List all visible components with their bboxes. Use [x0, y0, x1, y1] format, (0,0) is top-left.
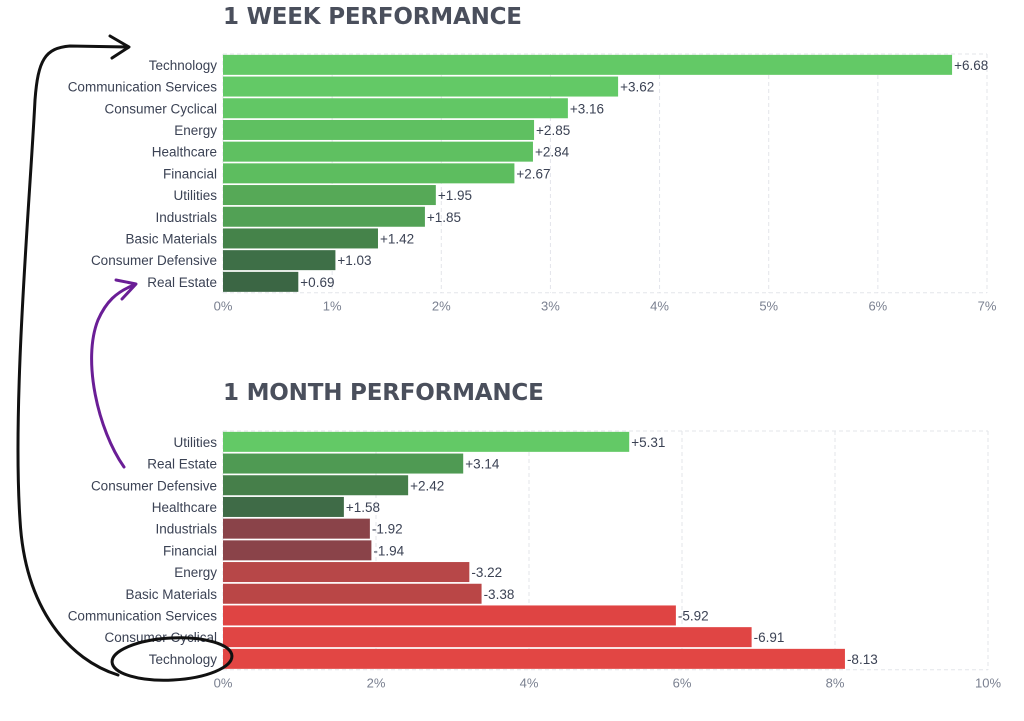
bar: [223, 54, 953, 75]
bar: [223, 475, 409, 496]
value-label: +1.85: [427, 210, 461, 225]
category-label: Technology: [149, 58, 218, 73]
category-label: Energy: [174, 123, 217, 138]
bar: [223, 648, 845, 669]
value-label: -1.94: [373, 543, 404, 558]
category-label: Consumer Defensive: [91, 478, 217, 493]
bar: [223, 119, 535, 140]
bar: [223, 250, 336, 271]
category-label: Financial: [163, 166, 217, 181]
bar: [223, 141, 533, 162]
value-label: +5.31: [631, 435, 665, 450]
chart-title-week: 1 WEEK PERFORMANCE: [223, 4, 522, 30]
category-label: Consumer Cyclical: [104, 101, 217, 116]
x-tick-label: 6%: [673, 676, 692, 691]
bar: [223, 271, 299, 292]
x-tick-label: 5%: [759, 299, 778, 314]
value-label: +1.42: [380, 231, 414, 246]
value-label: +3.16: [570, 101, 604, 116]
category-label: Industrials: [155, 210, 217, 225]
bar: [223, 627, 752, 648]
category-label: Utilities: [173, 188, 217, 203]
bar: [223, 496, 344, 517]
value-label: +2.42: [410, 478, 444, 493]
category-label: Basic Materials: [125, 587, 217, 602]
bar: [223, 163, 515, 184]
category-label: Consumer Cyclical: [104, 630, 217, 645]
bar: [223, 431, 630, 452]
bar: [223, 228, 378, 249]
bar: [223, 98, 568, 119]
value-label: -5.92: [678, 608, 709, 623]
value-label: +3.62: [620, 80, 654, 95]
bar: [223, 583, 482, 604]
bar: [223, 453, 464, 474]
bar: [223, 185, 436, 206]
x-tick-label: 7%: [978, 299, 997, 314]
category-label: Financial: [163, 543, 217, 558]
category-label: Healthcare: [152, 500, 217, 515]
value-label: +2.67: [516, 166, 550, 181]
category-label: Real Estate: [147, 275, 217, 290]
category-label: Utilities: [173, 435, 217, 450]
x-tick-label: 0%: [214, 676, 233, 691]
x-tick-label: 4%: [650, 299, 669, 314]
x-tick-label: 8%: [826, 676, 845, 691]
category-label: Communication Services: [68, 608, 218, 623]
value-label: +2.84: [535, 145, 570, 160]
x-tick-label: 4%: [520, 676, 539, 691]
x-tick-label: 6%: [868, 299, 887, 314]
value-label: +3.14: [465, 457, 500, 472]
bar: [223, 540, 372, 561]
chart-title-month: 1 MONTH PERFORMANCE: [223, 380, 544, 406]
x-tick-label: 2%: [367, 676, 386, 691]
value-label: -6.91: [754, 630, 785, 645]
category-label: Basic Materials: [125, 231, 217, 246]
category-label: Real Estate: [147, 457, 217, 472]
category-label: Technology: [149, 652, 218, 667]
value-label: +1.95: [438, 188, 472, 203]
value-label: -3.38: [484, 587, 515, 602]
value-label: -8.13: [847, 652, 878, 667]
value-label: +6.68: [954, 58, 988, 73]
x-tick-label: 3%: [541, 299, 560, 314]
value-label: -3.22: [471, 565, 502, 580]
bar: [223, 605, 676, 626]
category-label: Healthcare: [152, 145, 217, 160]
category-label: Industrials: [155, 522, 217, 537]
bar: [223, 518, 370, 539]
value-label: -1.92: [372, 522, 403, 537]
bar: [223, 206, 425, 227]
bar: [223, 562, 470, 583]
x-tick-label: 1%: [323, 299, 342, 314]
x-tick-label: 0%: [214, 299, 233, 314]
bar: [223, 76, 619, 97]
value-label: +2.85: [536, 123, 570, 138]
value-label: +1.58: [346, 500, 380, 515]
value-label: +0.69: [300, 275, 334, 290]
x-tick-label: 10%: [975, 676, 1001, 691]
week-performance-chart: 0% 1% 2% 3% 4% 5% 6% 7%Technology +6.68Communica…: [68, 53, 997, 314]
category-label: Energy: [174, 565, 217, 580]
value-label: +1.03: [337, 253, 371, 268]
x-tick-label: 2%: [432, 299, 451, 314]
